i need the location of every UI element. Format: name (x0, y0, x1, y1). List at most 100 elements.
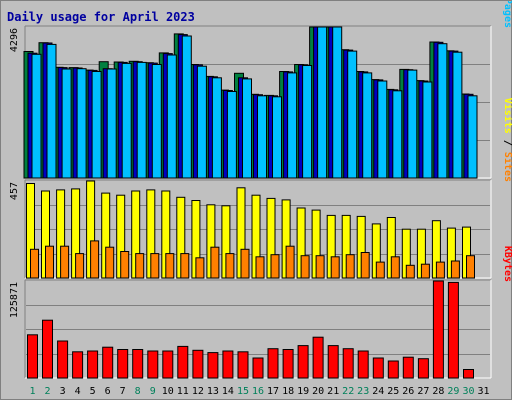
bar-kbytes-day-9 (147, 350, 159, 379)
bar-pages-day-30 (467, 95, 478, 179)
bar-kbytes-day-17 (267, 348, 279, 379)
legend-item-pages: Pages (502, 1, 512, 28)
x-tick-label-1: 1 (29, 386, 35, 397)
bar-sites-day-28 (435, 261, 445, 279)
panel-hits-files-pages: 4296 Hits / Files / Pages (9, 1, 512, 179)
bar-pages-day-12 (196, 65, 207, 179)
x-tick-label-21: 21 (327, 386, 339, 397)
bar-pages-day-20 (317, 26, 328, 179)
bar-kbytes-day-2 (42, 319, 53, 379)
bar-sites-day-18 (285, 245, 295, 279)
panel-kbytes: 125871 KBytes (9, 246, 512, 379)
bar-sites-day-5 (90, 240, 100, 279)
chart-title: Daily usage for April 2023 (7, 10, 195, 24)
bar-pages-day-23 (362, 72, 373, 179)
bar-kbytes-day-5 (87, 350, 99, 379)
x-tick-label-10: 10 (162, 386, 174, 397)
x-tick-label-23: 23 (357, 386, 369, 397)
bar-kbytes-day-30 (463, 369, 474, 379)
bar-sites-day-29 (450, 260, 460, 279)
x-tick-label-31: 31 (477, 386, 489, 397)
x-tick-label-27: 27 (417, 386, 429, 397)
panel-visits-sites: 457 Visits / Sites (9, 98, 512, 279)
x-tick-label-2: 2 (44, 386, 50, 397)
bar-sites-day-8 (135, 253, 145, 279)
bar-sites-day-20 (315, 255, 325, 279)
bar-sites-day-3 (60, 245, 70, 279)
x-tick-label-12: 12 (192, 386, 204, 397)
bar-pages-day-11 (181, 35, 192, 179)
bar-kbytes-day-20 (312, 336, 324, 379)
bar-pages-day-21 (332, 26, 343, 179)
bar-kbytes-day-23 (357, 350, 369, 379)
bar-sites-day-2 (45, 245, 54, 279)
bar-sites-day-23 (360, 252, 370, 279)
series-sites (30, 240, 475, 279)
x-axis: 1 2 3 4 5 6 7 8 9 10 11 12 13 14 15 16 17 18 19 20 21 22 23 24 2… (29, 386, 489, 397)
bar-pages-day-6 (106, 68, 117, 179)
x-tick-label-20: 20 (312, 386, 324, 397)
x-tick-label-24: 24 (372, 386, 384, 397)
bar-sites-day-26 (405, 264, 415, 279)
bar-sites-day-16 (255, 256, 265, 279)
series-visits (26, 180, 471, 279)
bar-pages-day-29 (452, 51, 463, 179)
bar-sites-day-7 (120, 251, 130, 279)
bar-kbytes-day-6 (102, 346, 114, 379)
legend-visits-sites: Visits / Sites (502, 98, 512, 182)
bar-pages-day-8 (136, 61, 147, 179)
bar-kbytes-day-28 (432, 280, 444, 379)
bar-kbytes-day-13 (207, 352, 219, 379)
bar-sites-day-15 (240, 248, 250, 279)
legend-separator: / (502, 134, 512, 152)
bar-pages-day-17 (272, 96, 282, 179)
x-tick-label-26: 26 (402, 386, 414, 397)
x-tick-label-9: 9 (150, 386, 156, 397)
bar-pages-day-2 (46, 43, 57, 179)
bar-kbytes-day-12 (192, 349, 204, 379)
x-tick-label-13: 13 (207, 386, 219, 397)
bar-sites-day-30 (466, 255, 475, 279)
bar-pages-day-25 (392, 90, 403, 179)
bar-sites-day-22 (345, 254, 355, 279)
bar-pages-day-15 (242, 78, 252, 179)
bar-pages-day-9 (151, 64, 162, 179)
bar-pages-day-10 (166, 54, 177, 179)
series-pages (31, 26, 478, 179)
y-max-label: 457 (9, 182, 20, 200)
bar-kbytes-day-25 (387, 360, 399, 379)
x-tick-label-29: 29 (447, 386, 459, 397)
bar-pages-day-3 (61, 68, 72, 179)
x-tick-label-15: 15 (237, 386, 249, 397)
bar-pages-day-24 (377, 80, 388, 179)
bar-kbytes-day-15 (237, 351, 249, 379)
bar-kbytes-day-22 (342, 348, 354, 379)
bar-kbytes-day-19 (297, 345, 309, 379)
bar-sites-day-14 (225, 253, 235, 279)
bar-kbytes-day-4 (72, 351, 84, 379)
legend-item-kbytes: KBytes (502, 246, 512, 282)
x-tick-label-6: 6 (105, 386, 111, 397)
legend-hits-files-pages: Hits / Files / Pages (502, 1, 512, 28)
legend-kbytes: KBytes (502, 246, 512, 282)
bar-kbytes-day-8 (132, 349, 144, 379)
x-tick-label-22: 22 (342, 386, 354, 397)
x-tick-label-4: 4 (75, 386, 81, 397)
x-tick-label-7: 7 (120, 386, 126, 397)
x-tick-label-8: 8 (135, 386, 141, 397)
bar-pages-day-1 (31, 53, 42, 179)
bar-sites-day-21 (330, 256, 340, 279)
bar-kbytes-day-3 (57, 340, 69, 379)
bar-kbytes-day-29 (447, 281, 459, 379)
bar-kbytes-day-7 (117, 349, 129, 379)
bar-kbytes-day-27 (417, 358, 429, 379)
bar-sites-day-27 (420, 263, 430, 279)
bar-pages-day-13 (211, 77, 222, 179)
bar-sites-day-25 (390, 256, 400, 279)
bar-kbytes-day-24 (372, 357, 384, 379)
bar-sites-day-4 (75, 253, 85, 279)
bar-kbytes-day-10 (162, 350, 174, 379)
bar-pages-day-22 (347, 50, 358, 179)
